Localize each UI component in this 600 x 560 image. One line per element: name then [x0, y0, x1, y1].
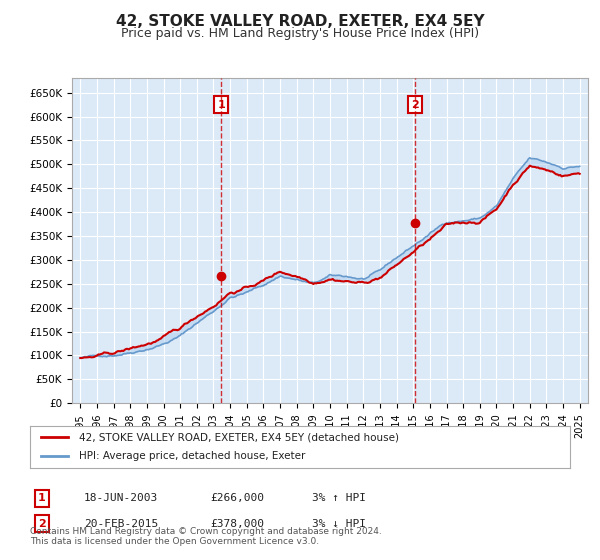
Text: 3% ↓ HPI: 3% ↓ HPI	[312, 519, 366, 529]
Text: 2: 2	[38, 519, 46, 529]
Text: 18-JUN-2003: 18-JUN-2003	[84, 493, 158, 503]
Text: 3% ↑ HPI: 3% ↑ HPI	[312, 493, 366, 503]
Text: 1: 1	[217, 100, 225, 110]
Text: This data is licensed under the Open Government Licence v3.0.: This data is licensed under the Open Gov…	[30, 537, 319, 546]
Text: 2: 2	[412, 100, 419, 110]
Text: HPI: Average price, detached house, Exeter: HPI: Average price, detached house, Exet…	[79, 451, 305, 461]
Text: Contains HM Land Registry data © Crown copyright and database right 2024.: Contains HM Land Registry data © Crown c…	[30, 527, 382, 536]
Text: 42, STOKE VALLEY ROAD, EXETER, EX4 5EY: 42, STOKE VALLEY ROAD, EXETER, EX4 5EY	[116, 14, 484, 29]
Text: 1: 1	[38, 493, 46, 503]
Text: Price paid vs. HM Land Registry's House Price Index (HPI): Price paid vs. HM Land Registry's House …	[121, 27, 479, 40]
Text: 42, STOKE VALLEY ROAD, EXETER, EX4 5EY (detached house): 42, STOKE VALLEY ROAD, EXETER, EX4 5EY (…	[79, 432, 398, 442]
Text: £378,000: £378,000	[210, 519, 264, 529]
Text: 20-FEB-2015: 20-FEB-2015	[84, 519, 158, 529]
Text: £266,000: £266,000	[210, 493, 264, 503]
